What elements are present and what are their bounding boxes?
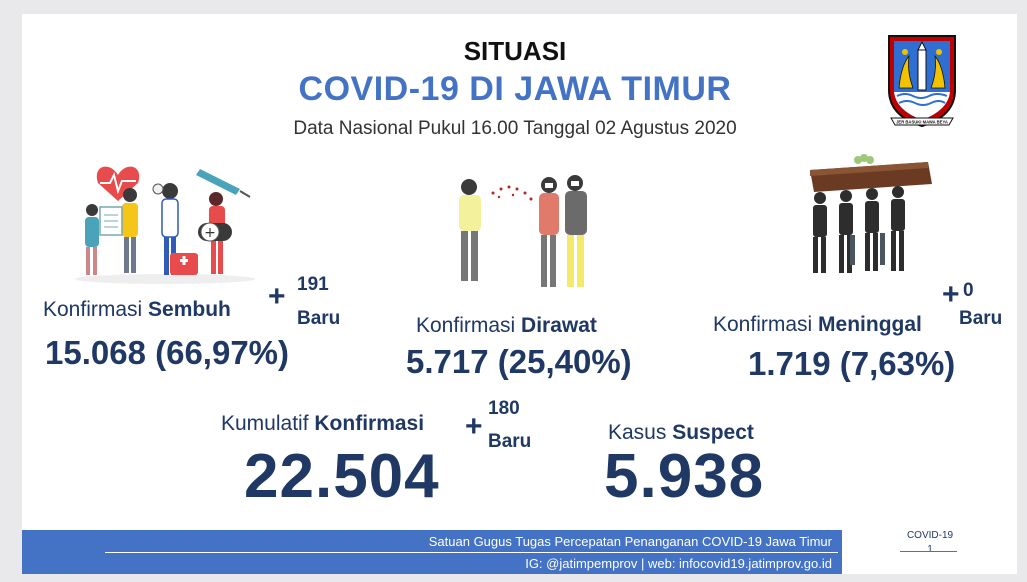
suspect-label: Kasus Suspect — [608, 421, 754, 445]
deaths-new-label: Baru — [959, 308, 1003, 329]
suspect-label-bold: Suspect — [672, 421, 754, 444]
suspect-value: 5.938 — [604, 442, 765, 511]
treated-label-bold: Dirawat — [521, 314, 597, 337]
deaths-label: Konfirmasi Meninggal — [713, 313, 922, 337]
recovered-label-prefix: Konfirmasi — [43, 298, 149, 321]
cumulative-new-label: Baru — [488, 431, 532, 452]
slide-background — [22, 14, 1017, 574]
recovered-plus-sign: + — [268, 280, 286, 313]
recovered-new-label: Baru — [297, 308, 341, 329]
recovered-new-count: 191 — [297, 274, 329, 295]
patients-illustration — [459, 175, 587, 287]
cumulative-label: Kumulatif Konfirmasi — [221, 412, 424, 436]
recovered-value: 15.068 (66,97%) — [45, 334, 290, 371]
recovered-label: Konfirmasi Sembuh — [43, 298, 231, 322]
page-number: 1 — [927, 544, 933, 555]
footer-divider — [105, 552, 838, 553]
recovered-label-bold: Sembuh — [148, 298, 231, 321]
treated-label: Konfirmasi Dirawat — [416, 314, 597, 338]
svg-text:+: + — [204, 225, 216, 241]
deaths-label-prefix: Konfirmasi — [713, 313, 819, 336]
treated-label-prefix: Konfirmasi — [416, 314, 522, 337]
pallbearers-illustration — [810, 154, 932, 273]
deaths-value: 1.719 (7,63%) — [748, 345, 956, 382]
page-title: COVID-19 DI JAWA TIMUR — [298, 70, 732, 108]
situasi-heading: SITUASI — [463, 36, 567, 66]
cumulative-plus-sign: + — [465, 410, 483, 443]
suspect-label-prefix: Kasus — [608, 421, 673, 444]
jawa-timur-emblem-logo: JER BASUKI MAWA BEYA — [888, 35, 956, 128]
treated-value: 5.717 (25,40%) — [406, 343, 632, 380]
cumulative-new-count: 180 — [488, 398, 520, 419]
medical-team-illustration: + — [75, 166, 255, 284]
data-timestamp-subtitle: Data Nasional Pukul 16.00 Tanggal 02 Agu… — [293, 118, 737, 139]
deaths-new-count: 0 — [963, 280, 974, 301]
cumulative-label-prefix: Kumulatif — [221, 412, 315, 435]
side-label-divider — [900, 551, 957, 552]
cumulative-label-bold: Konfirmasi — [314, 412, 425, 435]
footer-organization: Satuan Gugus Tugas Percepatan Penanganan… — [428, 534, 832, 549]
emblem-motto: JER BASUKI MAWA BEYA — [896, 120, 948, 125]
deaths-plus-sign: + — [942, 278, 960, 311]
footer-contact: IG: @jatimpemprov | web: infocovid19.jat… — [525, 556, 832, 571]
cumulative-value: 22.504 — [244, 442, 440, 511]
deaths-label-bold: Meninggal — [818, 313, 922, 336]
side-label-text: COVID-19 — [906, 530, 954, 541]
side-label: COVID-19 1 — [895, 530, 965, 556]
